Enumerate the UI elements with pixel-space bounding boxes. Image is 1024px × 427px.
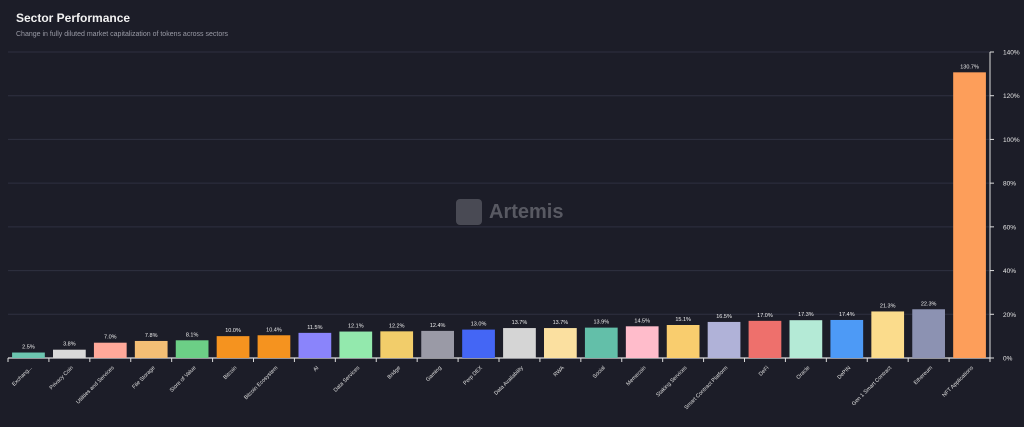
x-tick-label: Gen 1 Smart Contract xyxy=(851,365,893,407)
bar xyxy=(216,336,250,358)
data-label: 17.4% xyxy=(839,312,855,318)
data-label: 3.8% xyxy=(63,342,76,348)
x-tick-label: Staking Services xyxy=(655,365,688,398)
bar xyxy=(789,320,823,358)
x-tick-label: Exchang... xyxy=(11,365,34,388)
bar xyxy=(503,328,536,358)
bar xyxy=(748,320,782,358)
bar xyxy=(462,329,495,358)
x-tick-label: Gaming xyxy=(425,365,443,383)
bar xyxy=(544,328,577,358)
bar xyxy=(12,352,45,358)
x-tick-label: File Storage xyxy=(131,365,156,390)
bar xyxy=(339,331,373,358)
bar xyxy=(380,331,414,358)
data-label: 8.1% xyxy=(186,332,199,338)
x-tick-label: Data Availability xyxy=(493,365,525,397)
bar xyxy=(625,326,659,358)
data-label: 16.5% xyxy=(716,314,732,320)
bar xyxy=(912,309,945,358)
data-label: 17.3% xyxy=(798,312,814,318)
bar xyxy=(707,321,741,358)
data-label: 17.0% xyxy=(757,313,773,319)
bar xyxy=(175,340,209,358)
bar xyxy=(421,330,454,358)
data-label: 7.8% xyxy=(145,333,158,339)
x-tick-label: AI xyxy=(312,365,320,373)
data-label: 22.3% xyxy=(921,301,937,307)
bar xyxy=(871,311,905,358)
bar xyxy=(953,72,986,358)
x-tick-label: Perp DEX xyxy=(462,365,484,387)
y-tick-label: 140% xyxy=(1003,50,1020,57)
data-label: 7.0% xyxy=(104,335,117,341)
y-tick-label: 0% xyxy=(1003,356,1013,363)
data-label: 13.7% xyxy=(553,320,569,326)
bar xyxy=(584,327,618,358)
data-label: 130.7% xyxy=(960,64,979,70)
y-tick-label: 20% xyxy=(1003,312,1016,319)
y-tick-label: 40% xyxy=(1003,268,1016,275)
chart-title: Sector Performance xyxy=(16,11,131,25)
x-tick-label: DeFi xyxy=(758,365,770,377)
y-tick-label: 60% xyxy=(1003,224,1016,231)
artemis-logo-icon xyxy=(456,199,482,225)
y-tick-label: 100% xyxy=(1003,137,1020,144)
data-label: 13.7% xyxy=(512,320,528,326)
x-tick-label: Memecoin xyxy=(625,365,647,387)
data-label: 2.5% xyxy=(22,345,35,351)
data-label: 14.5% xyxy=(634,318,650,324)
x-tick-label: Social xyxy=(592,365,607,380)
x-tick-label: Smart Contract Platform xyxy=(683,365,729,411)
x-tick-label: Utilities and Services xyxy=(75,365,116,406)
x-tick-label: Oracle xyxy=(796,365,812,381)
y-tick-label: 80% xyxy=(1003,181,1016,188)
watermark-text: Artemis xyxy=(489,200,564,223)
data-label: 21.3% xyxy=(880,303,896,309)
data-label: 10.4% xyxy=(266,327,282,333)
x-tick-label: NFT Applications xyxy=(941,365,975,399)
bar xyxy=(53,349,86,358)
y-tick-label: 120% xyxy=(1003,93,1020,100)
x-tick-label: Ethereum xyxy=(913,365,934,386)
data-label: 13.9% xyxy=(593,320,609,326)
x-tick-label: RWA xyxy=(553,365,566,378)
x-tick-label: Store of Value xyxy=(169,365,198,394)
bar xyxy=(93,342,127,358)
x-tick-label: Data Services xyxy=(333,365,362,394)
x-tick-label: Bridge xyxy=(387,365,402,380)
x-tick-label: Bitcoin xyxy=(223,365,239,381)
data-label: 11.5% xyxy=(307,325,322,331)
data-label: 15.1% xyxy=(675,317,691,323)
data-label: 12.1% xyxy=(348,324,364,330)
bar xyxy=(830,319,864,358)
artemis-watermark: Artemis xyxy=(456,199,563,225)
chart-subtitle: Change in fully diluted market capitaliz… xyxy=(16,31,229,38)
data-label: 10.0% xyxy=(225,328,241,334)
bar xyxy=(134,340,168,358)
bar xyxy=(666,324,700,358)
x-tick-label: DePIN xyxy=(837,365,853,381)
x-tick-label: Bitcoin Ecosystem xyxy=(243,365,279,401)
data-label: 12.4% xyxy=(430,323,446,329)
data-label: 13.0% xyxy=(471,322,487,328)
bar xyxy=(298,332,332,358)
x-tick-label: Privacy Coin xyxy=(49,365,75,391)
data-label: 12.2% xyxy=(389,323,405,329)
bar xyxy=(257,335,291,358)
